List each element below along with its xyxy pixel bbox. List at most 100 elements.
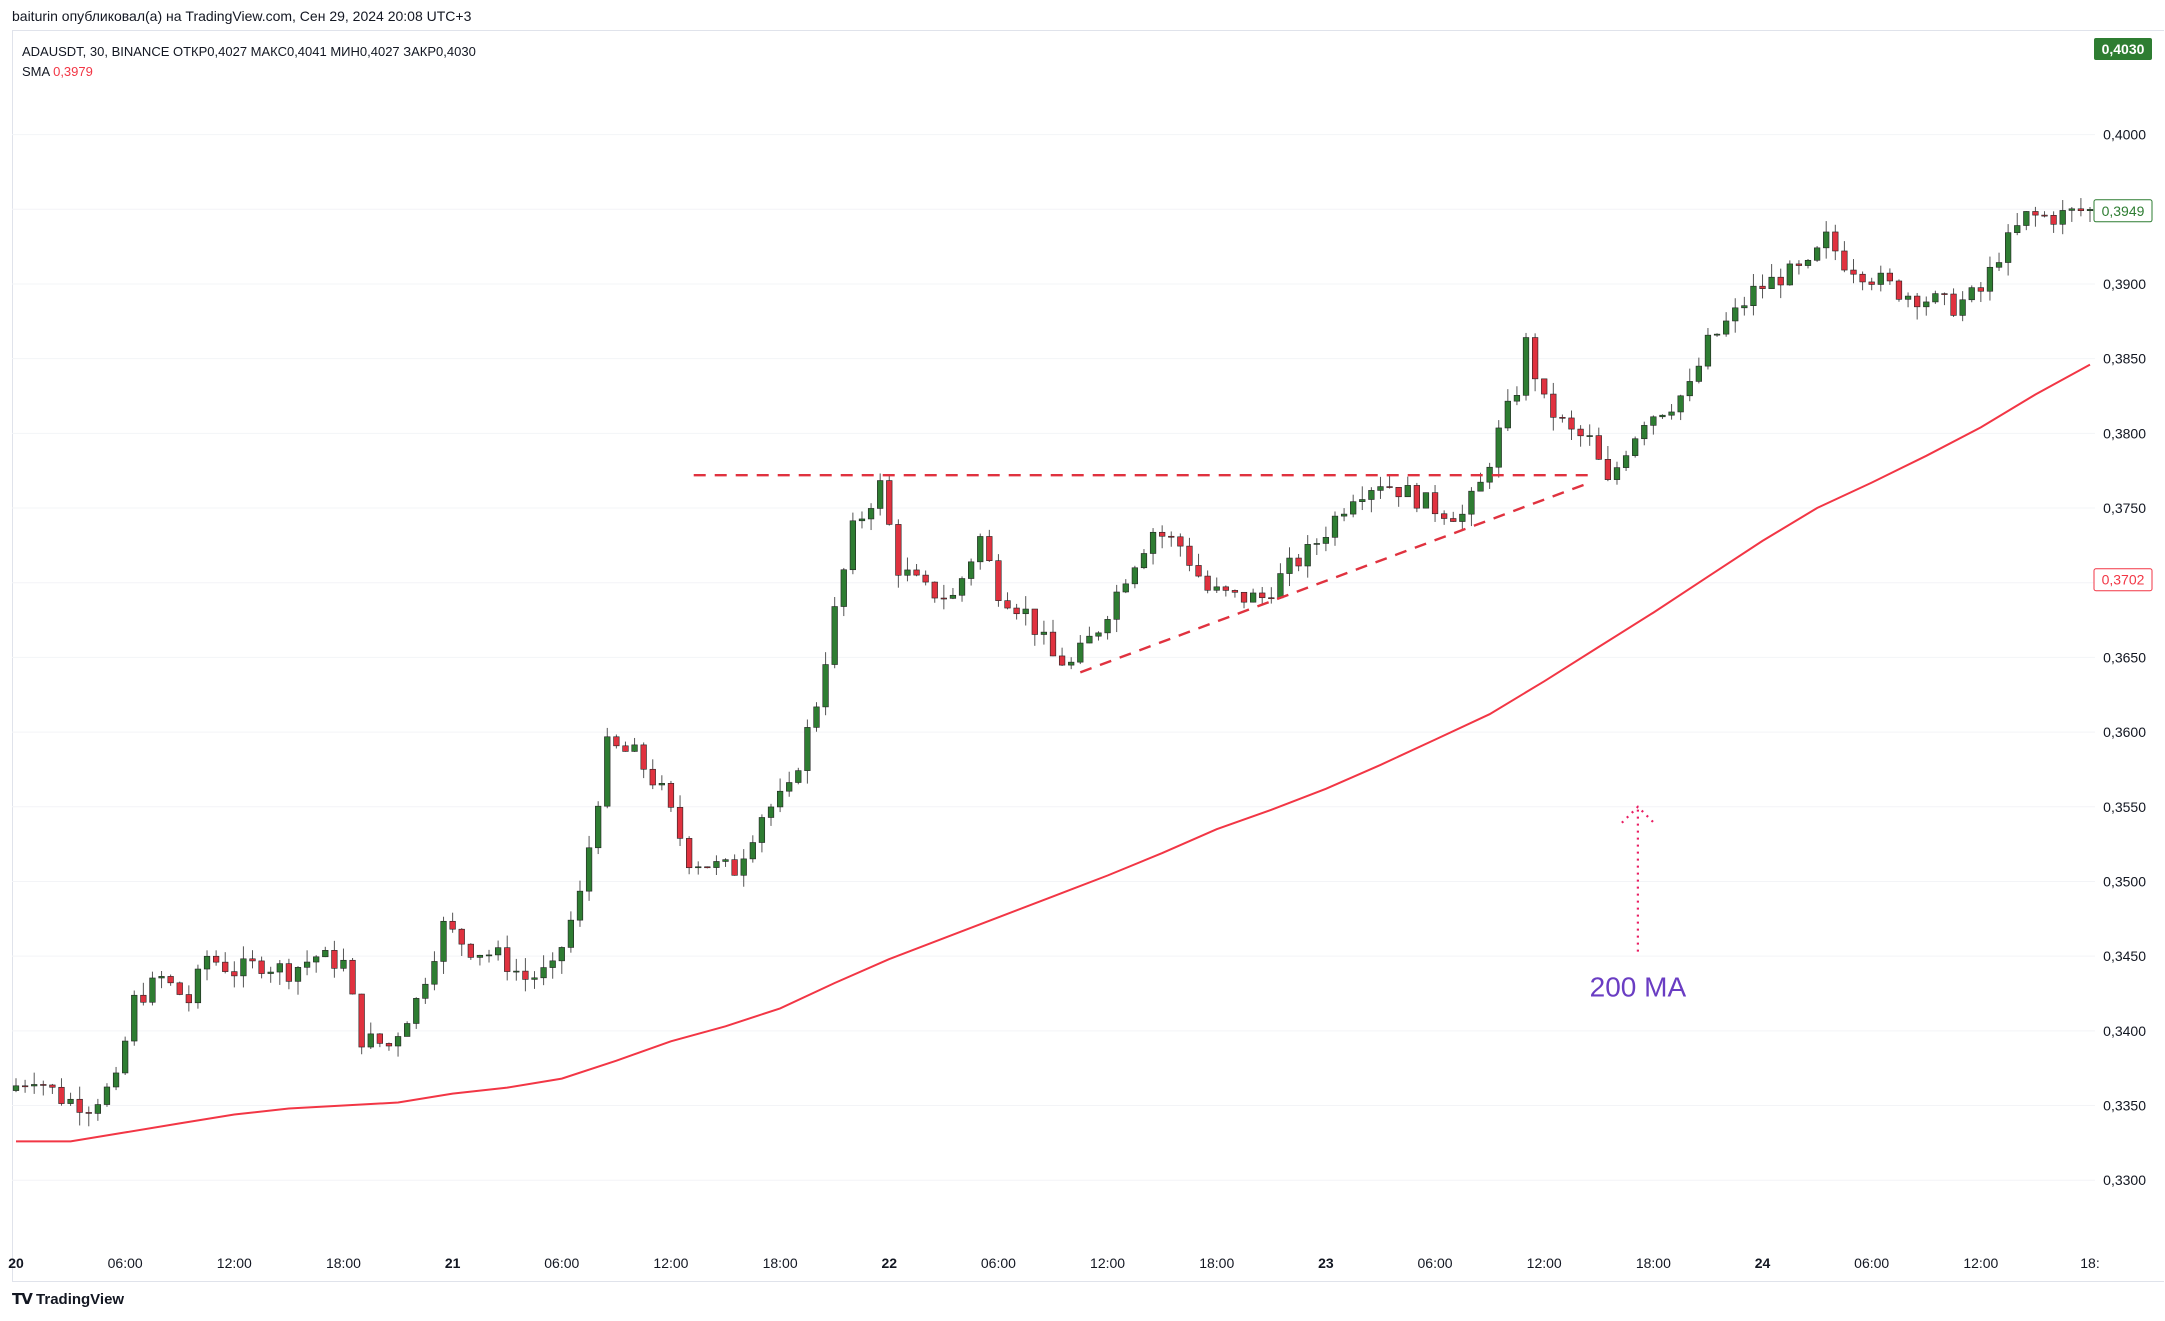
candle-body [413,998,420,1024]
candle-body [576,890,584,921]
chart-frame[interactable] [12,30,2164,1282]
candle-body [758,817,766,843]
candle-body [2068,208,2075,211]
candle-body [76,1098,83,1113]
candle-body [1522,337,1530,396]
candle-body [213,955,220,963]
candle-body [804,727,811,771]
candle-body [813,706,820,728]
candle-body [1177,536,1184,547]
candle-body [640,744,647,770]
candle-body [322,950,329,958]
candle-body [431,961,438,985]
candle-body [1404,485,1411,498]
candle-body [1841,250,1848,271]
y-tick-label: 0,4000 [2103,127,2146,143]
candle-body [1040,631,1048,635]
candle-body [913,569,920,576]
candle-body [1732,307,1739,322]
candle-body [340,959,347,969]
y-tick-label: 0,3400 [2103,1023,2146,1039]
x-tick-label: 18:00 [1636,1255,1671,1271]
candle-body [540,967,547,979]
candle-body [1340,513,1348,517]
candle-body [1932,293,1939,303]
candle-body [595,805,602,849]
candle-body [1377,486,1384,491]
candle-body [2077,208,2085,211]
candle-body [1641,425,1648,440]
candle-body [1104,619,1111,634]
candle-body [2014,225,2021,233]
candle-body [467,943,474,958]
candle-body [1240,591,1248,603]
candle-body [49,1084,56,1088]
x-tick-label: 12:00 [1963,1255,1998,1271]
candle-body [1268,597,1275,600]
candle-body [94,1104,101,1114]
candle-body [522,970,529,980]
candle-body [1568,417,1575,430]
candle-body [767,806,775,818]
candle-body [1022,608,1029,615]
x-tick-label: 06:00 [544,1255,579,1271]
candle-body [867,508,875,520]
candle-body [1095,632,1102,637]
candle-body [67,1098,74,1104]
candle-body [1168,535,1175,538]
candle-body [613,736,620,747]
candle-body [331,950,338,969]
x-tick-label: 21 [445,1255,461,1271]
candle-body [1259,592,1266,599]
candle-body [1777,276,1784,286]
candle-body [1704,334,1712,367]
candle-body [722,859,729,862]
candle-body [1804,259,1812,266]
x-tick-label: 12:00 [1527,1255,1562,1271]
candle-body [1550,393,1557,418]
candle-body [1204,575,1211,591]
candle-body [1122,583,1129,593]
candle-body [422,983,429,999]
y-axis[interactable]: 0,40000,39500,39000,38500,38000,37500,37… [2093,38,2153,1188]
candle-body [276,963,283,973]
candle-body [567,919,575,948]
candle-body [531,977,538,980]
x-axis[interactable]: 20 06:00 12:00 18:00 21 06:00 12:00 18:00 22 06:0… [8,1255,2100,1271]
candle-body [1468,490,1475,515]
candle-body [922,574,929,583]
candle-body [1968,287,1975,301]
candle-body [1004,600,1011,609]
candle-body [1350,501,1357,515]
candle-body [1531,337,1539,380]
candle-body [558,947,565,962]
grid-layer [12,134,2095,1181]
candle-body [822,664,829,708]
candle-body [2023,211,2030,226]
candle-body [1632,438,1639,456]
y-tick-label: 0,3350 [2103,1098,2146,1114]
candle-body [131,994,138,1042]
candle-body [1622,455,1630,468]
candle-body [267,971,274,974]
x-tick-label: 23 [1318,1255,1334,1271]
candle-body [1441,513,1448,519]
x-tick-label: 06:00 [981,1255,1016,1271]
candle-body [1450,518,1457,522]
candle-body [731,859,738,876]
candle-body [1541,378,1548,395]
candle-body [2005,232,2012,263]
candle-body [1586,435,1593,437]
x-tick-label: 18:00 [763,1255,798,1271]
candle-body [1577,428,1584,437]
tradingview-footer[interactable]: 𝗧𝗩 TradingView [12,1290,124,1308]
candle-body [258,960,265,974]
sma-indicator-line[interactable]: SMA 0,3979 [22,62,476,82]
candle-body [1613,467,1621,480]
candle-body [1159,531,1166,537]
candle-body [940,597,947,600]
candle-body [40,1084,47,1086]
candle-body [1277,573,1284,599]
last-price-tag: 0,4030 [2094,38,2152,60]
